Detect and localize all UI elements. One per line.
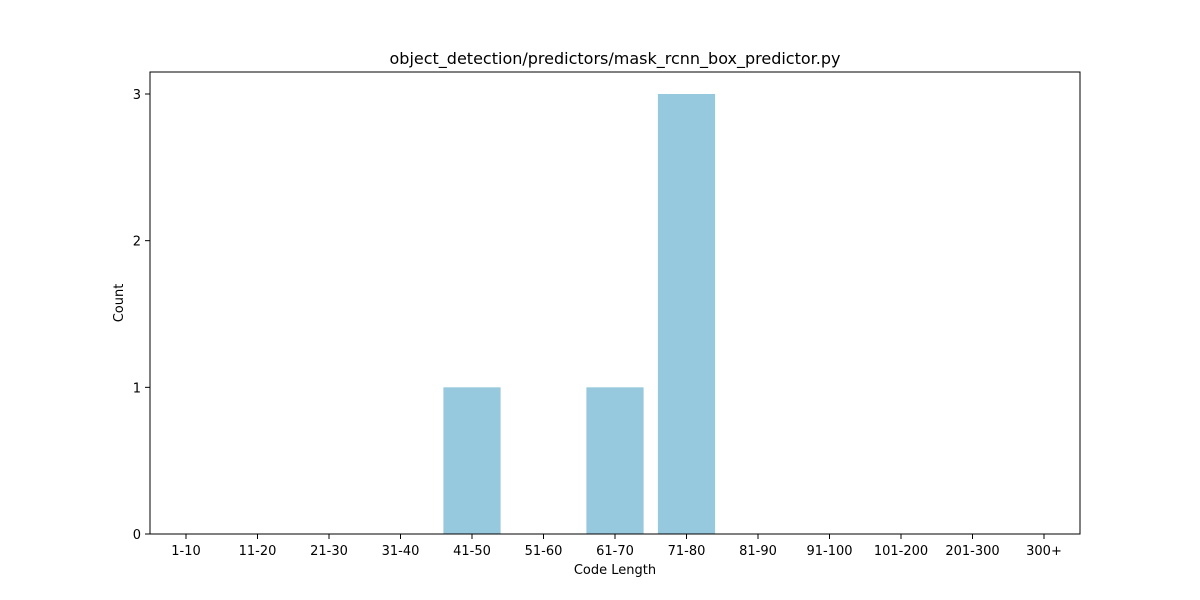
y-tick-label: 0 — [133, 528, 141, 543]
bars-group — [443, 94, 716, 534]
x-tick-label: 41-50 — [453, 544, 491, 559]
x-tick-label: 61-70 — [596, 544, 634, 559]
x-tick-label: 11-20 — [239, 544, 277, 559]
y-axis-label: Count — [112, 284, 127, 323]
x-tick-label: 51-60 — [525, 544, 563, 559]
x-tick-label: 71-80 — [668, 544, 706, 559]
y-tick-label: 2 — [133, 235, 141, 250]
y-tick-label: 3 — [133, 88, 141, 103]
y-tick-label: 1 — [133, 381, 141, 396]
chart-title: object_detection/predictors/mask_rcnn_bo… — [390, 49, 841, 69]
x-tick-label: 101-200 — [874, 544, 928, 559]
bar-41-50 — [443, 387, 501, 534]
y-axis-ticks: 0 1 2 3 — [133, 88, 150, 543]
bar-71-80 — [657, 94, 716, 534]
x-tick-label: 81-90 — [739, 544, 777, 559]
x-tick-label: 91-100 — [806, 544, 852, 559]
x-axis-ticks: 1-10 11-20 21-30 31-40 41-50 51-60 61-70 71-80 8… — [171, 534, 1062, 559]
x-tick-label: 31-40 — [382, 544, 420, 559]
x-tick-label: 300+ — [1026, 544, 1062, 559]
plot-area-frame — [149, 71, 1081, 535]
x-tick-label: 201-300 — [945, 544, 999, 559]
bar-61-70 — [586, 387, 644, 534]
x-tick-label: 1-10 — [171, 544, 201, 559]
x-axis-label: Code Length — [574, 563, 656, 578]
x-tick-label: 21-30 — [310, 544, 348, 559]
